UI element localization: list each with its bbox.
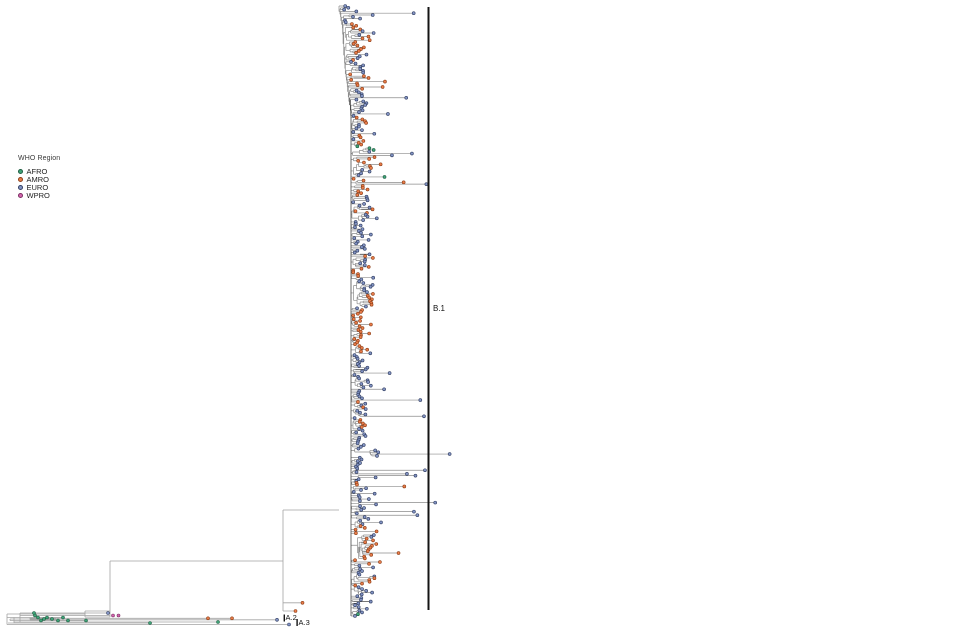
euro-dot-icon bbox=[18, 184, 23, 190]
legend-item-euro: EURO bbox=[18, 182, 60, 192]
legend-item-wpro: WPRO bbox=[18, 191, 60, 201]
clade-label-a3: A.3 bbox=[298, 617, 310, 627]
legend-label-euro: EURO bbox=[26, 182, 49, 192]
legend-title: WHO Region bbox=[18, 155, 61, 162]
afro-dot-icon bbox=[18, 168, 23, 174]
amro-dot-icon bbox=[18, 176, 23, 182]
clade-label-a2: A.2 bbox=[285, 612, 297, 622]
legend-label-afro: AFRO bbox=[26, 166, 48, 176]
legend-item-afro: AFRO bbox=[18, 166, 60, 176]
legend-label-wpro: WPRO bbox=[26, 191, 50, 201]
who-region-legend: WHO Region AFRO AMRO EURO WPRO bbox=[18, 155, 60, 200]
legend-item-amro: AMRO bbox=[18, 174, 60, 184]
wpro-dot-icon bbox=[18, 193, 23, 199]
legend-label-amro: AMRO bbox=[26, 174, 50, 184]
clade-label-b1: B.1 bbox=[433, 304, 446, 313]
